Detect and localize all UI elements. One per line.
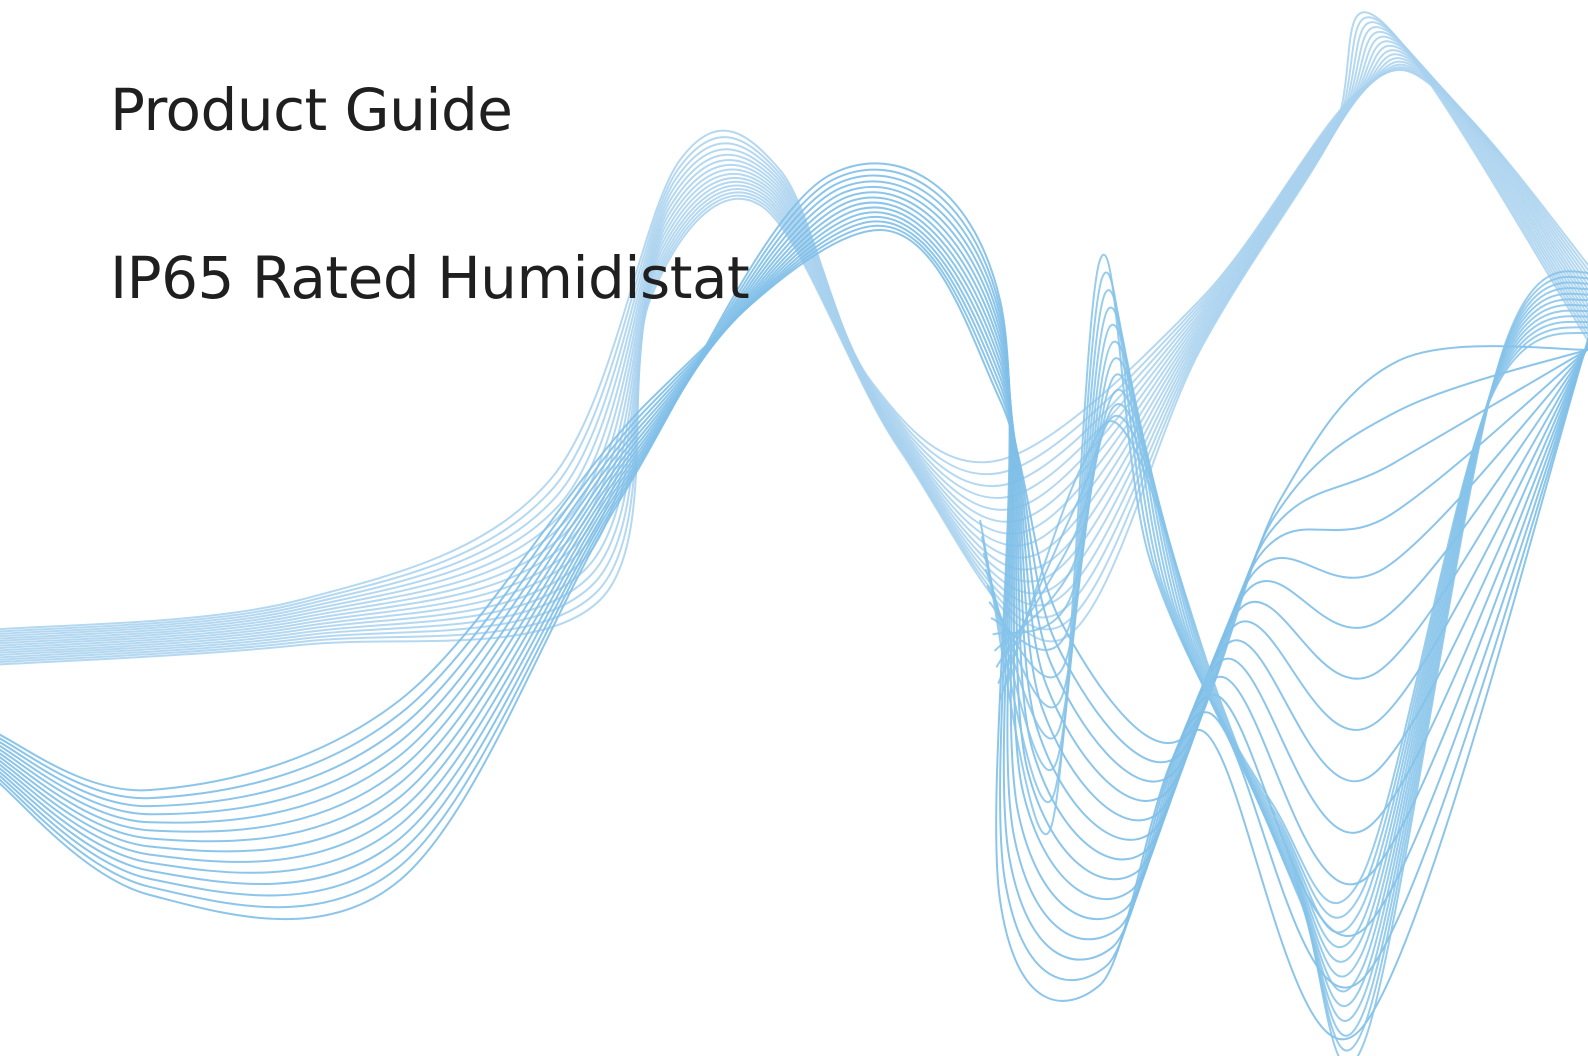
wave-line — [0, 58, 1588, 642]
wave-line — [993, 292, 1588, 1006]
wave-line — [0, 67, 1588, 635]
document-subtitle: IP65 Rated Humidistat — [110, 244, 749, 312]
wave-line — [0, 65, 1588, 637]
wave-line — [980, 255, 1588, 903]
wave-line — [989, 303, 1588, 977]
wave-line — [0, 230, 1588, 790]
wave-line — [0, 69, 1588, 632]
wave-decoration — [0, 0, 1588, 1056]
page: {"header": {"title": "Product Guide", "s… — [0, 0, 1588, 1056]
document-title: Product Guide — [110, 76, 512, 144]
wave-line — [0, 70, 1588, 630]
wave-line — [0, 62, 1588, 640]
